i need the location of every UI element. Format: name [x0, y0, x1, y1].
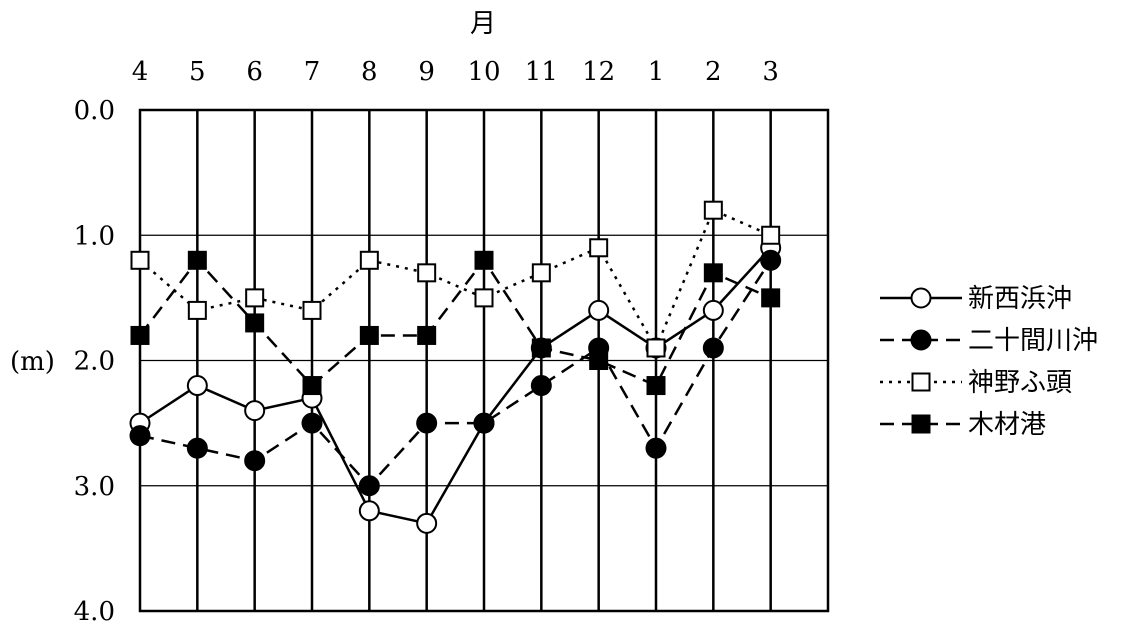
x-tick-label: 3: [762, 57, 779, 87]
data-point: [359, 250, 379, 270]
x-tick-label: 10: [467, 57, 500, 87]
y-tick-label: 2.0: [74, 347, 115, 377]
data-point: [531, 263, 551, 283]
y-tick-label: 4.0: [74, 597, 115, 627]
y-axis-title: (m): [10, 347, 55, 377]
data-point: [187, 250, 207, 270]
data-point: [301, 412, 323, 434]
legend-marker: [910, 329, 932, 351]
data-point: [245, 288, 265, 308]
data-point: [589, 351, 609, 370]
series-3: [130, 200, 781, 358]
data-point: [130, 325, 150, 345]
data-point: [530, 375, 552, 397]
data-point: [761, 288, 781, 308]
legend-label: 木材港: [968, 410, 1046, 440]
data-point: [645, 437, 667, 459]
data-point: [359, 325, 379, 345]
data-point: [474, 250, 494, 270]
x-tick-label: 5: [189, 57, 206, 87]
data-point: [761, 225, 781, 245]
data-point: [702, 299, 724, 321]
legend-label: 神野ふ頭: [968, 368, 1072, 398]
data-point: [760, 249, 782, 271]
legend-marker: [911, 414, 931, 434]
x-tick-label: 9: [418, 57, 435, 87]
data-point: [646, 338, 666, 358]
data-point: [531, 338, 551, 358]
series-4: [130, 250, 781, 396]
x-tick-label: 7: [304, 57, 321, 87]
data-point: [416, 512, 438, 534]
data-point: [417, 263, 437, 283]
plot-frame: [138, 108, 830, 613]
series-line: [139, 259, 772, 488]
data-point: [473, 412, 495, 434]
legend-label: 二十間川沖: [968, 326, 1098, 356]
y-tick-label: 0.0: [74, 96, 115, 126]
series-line: [139, 246, 772, 525]
data-point: [186, 437, 208, 459]
data-point: [358, 500, 380, 522]
x-tick-label: 12: [582, 57, 615, 87]
data-point: [703, 263, 723, 283]
series-2: [129, 249, 782, 497]
legend-item-3: 神野ふ頭: [880, 368, 1072, 398]
legend-label: 新西浜沖: [968, 284, 1072, 314]
grid: [140, 110, 828, 611]
data-point: [245, 313, 265, 333]
data-point: [129, 425, 151, 447]
x-tick-label: 6: [246, 57, 263, 87]
data-point: [646, 376, 666, 396]
data-point: [130, 250, 150, 270]
data-point: [186, 375, 208, 397]
data-point: [416, 412, 438, 434]
y-tick-label: 1.0: [74, 221, 115, 251]
data-point: [589, 238, 609, 258]
legend-item-4: 木材港: [880, 410, 1046, 440]
data-point: [474, 288, 494, 308]
legend-marker: [910, 287, 932, 309]
x-axis-title: 月: [470, 9, 496, 39]
data-point: [244, 400, 266, 422]
legend-item-2: 二十間川沖: [880, 326, 1098, 356]
data-point: [187, 300, 207, 320]
data-point: [244, 450, 266, 472]
data-point: [588, 299, 610, 321]
x-tick-label: 11: [525, 57, 558, 87]
series-line: [139, 258, 772, 388]
x-tick-label: 8: [361, 57, 378, 87]
series: [129, 200, 782, 534]
data-point: [302, 376, 322, 396]
y-tick-label: 3.0: [74, 472, 115, 502]
data-point: [702, 337, 724, 359]
axes: 0.01.02.03.04.04 5 6 7 8 9 10 11 12 1 2 3: [74, 57, 830, 627]
data-point: [302, 300, 322, 320]
x-tick-label: 1: [648, 57, 665, 87]
data-point: [417, 325, 437, 345]
data-point: [703, 200, 723, 220]
x-tick-label: 2: [705, 57, 722, 87]
data-point: [358, 475, 380, 497]
legend-item-1: 新西浜沖: [880, 284, 1072, 314]
legend-marker: [911, 372, 931, 392]
series-line: [139, 208, 772, 351]
x-tick-label: 4: [132, 57, 149, 87]
